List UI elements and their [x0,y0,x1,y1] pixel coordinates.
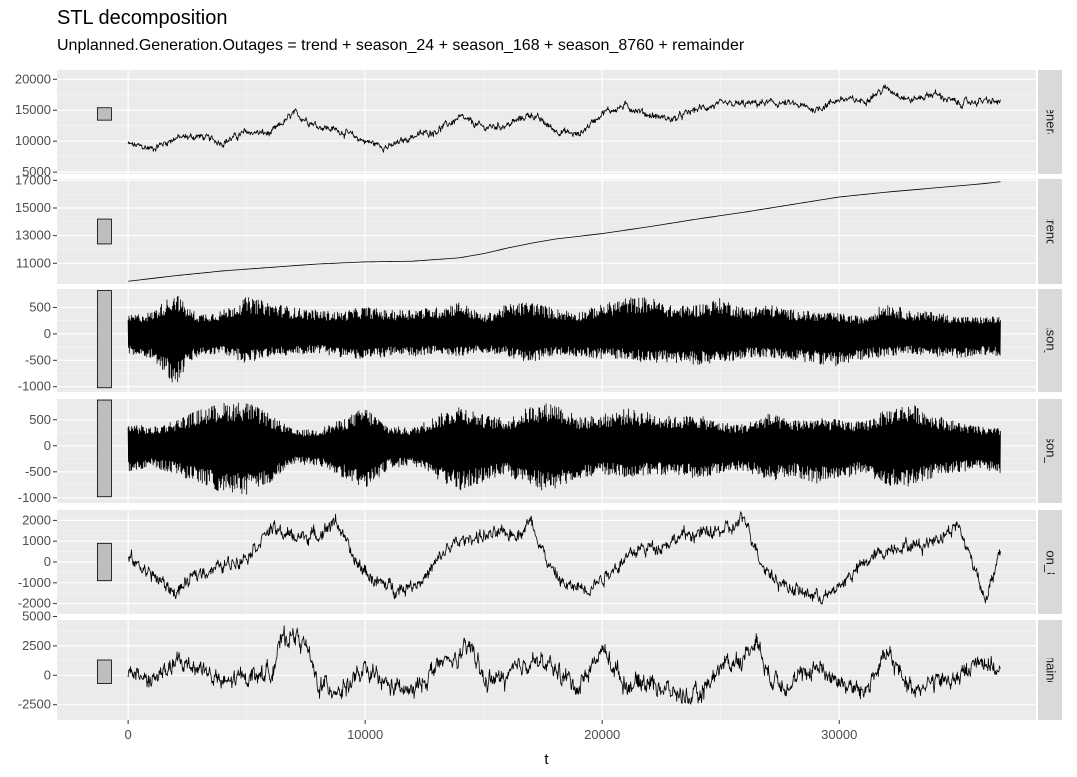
x-tick-label: 30000 [821,727,857,742]
facet-strip [1038,620,1062,720]
panel-trend: 11000 13000 15000 17000 trend [15,172,1062,284]
series-line-season-168 [127,402,1001,495]
y-tick-label: 5000 [22,608,51,623]
panel-remainder: -2500 0 2500 5000 remainder [18,608,1062,720]
y-tick-label: 2500 [22,638,51,653]
y-tick-label: -1000 [18,379,51,394]
scale-bar [97,290,112,389]
panel-season-168: -1000 -500 0 500 season_168 [18,399,1062,505]
facet-strip [1038,510,1062,614]
y-tick-label: 0 [44,438,51,453]
y-tick-label: 10000 [15,133,51,148]
y-tick-label: 20000 [15,71,51,86]
y-tick-label: 11000 [16,255,51,270]
facet-strip-label: season_168 [1044,416,1059,487]
y-tick-label: -500 [25,352,51,367]
series-line-season-8760 [127,511,1001,605]
facet-strip [1038,179,1062,284]
panel-background [57,179,1036,284]
x-tick-label: 20000 [584,727,620,742]
y-tick-label: 500 [29,299,51,314]
y-tick-label: -2500 [18,697,51,712]
scale-bar [97,659,112,684]
chart-subtitle: Unplanned.Generation.Outages = trend + s… [57,37,745,54]
y-tick-label: 17000 [15,172,51,187]
series-line-trend [128,181,1001,282]
y-tick-label: 2000 [22,512,51,527]
panel-background [57,70,1036,174]
y-tick-label: -1000 [18,490,51,505]
y-tick-label: -2000 [18,596,51,611]
scale-bar [97,542,112,582]
series-line-unplanned-generation-outages [127,84,1001,153]
y-tick-label: 5000 [22,164,51,179]
facet-strip [1038,70,1062,174]
panel-season-8760: -2000 -1000 0 1000 2000 season_8760 [18,510,1062,614]
panel-unplanned-generation-outages: 5000 10000 15000 20000 Unplanned.Generation.… [15,30,1062,214]
facet-strip-label: trend [1044,217,1059,247]
panel-season-24: -1000 -500 0 500 season_24 [18,289,1062,394]
y-tick-label: 0 [44,554,51,569]
series-line-remainder [127,625,1001,705]
facet-strip-label: season_24 [1044,309,1059,373]
x-axis-label: t [544,751,549,768]
chart-title: STL decomposition [57,7,228,29]
scale-bar [97,107,112,121]
scale-bar [97,218,112,245]
y-tick-label: -1000 [18,575,51,590]
x-tick-label: 0 [124,727,131,742]
y-tick-label: 500 [29,412,51,427]
facet-strip-label: season_8760 [1044,523,1059,601]
facet-strip-label: Unplanned.Generation.Outages [1044,30,1059,214]
facet-strip [1038,399,1062,503]
y-tick-label: 15000 [15,200,51,215]
facet-strip-label: remainder [1044,641,1059,700]
x-tick-label: 10000 [347,727,383,742]
facet-strip [1038,289,1062,392]
series-line-season-24 [127,296,1001,383]
scale-bar [97,399,112,498]
y-tick-label: 1000 [22,533,51,548]
y-tick-label: -500 [25,464,51,479]
y-tick-label: 0 [44,326,51,341]
y-tick-label: 13000 [15,228,51,243]
y-tick-label: 0 [44,667,51,682]
y-tick-label: 15000 [15,102,51,117]
